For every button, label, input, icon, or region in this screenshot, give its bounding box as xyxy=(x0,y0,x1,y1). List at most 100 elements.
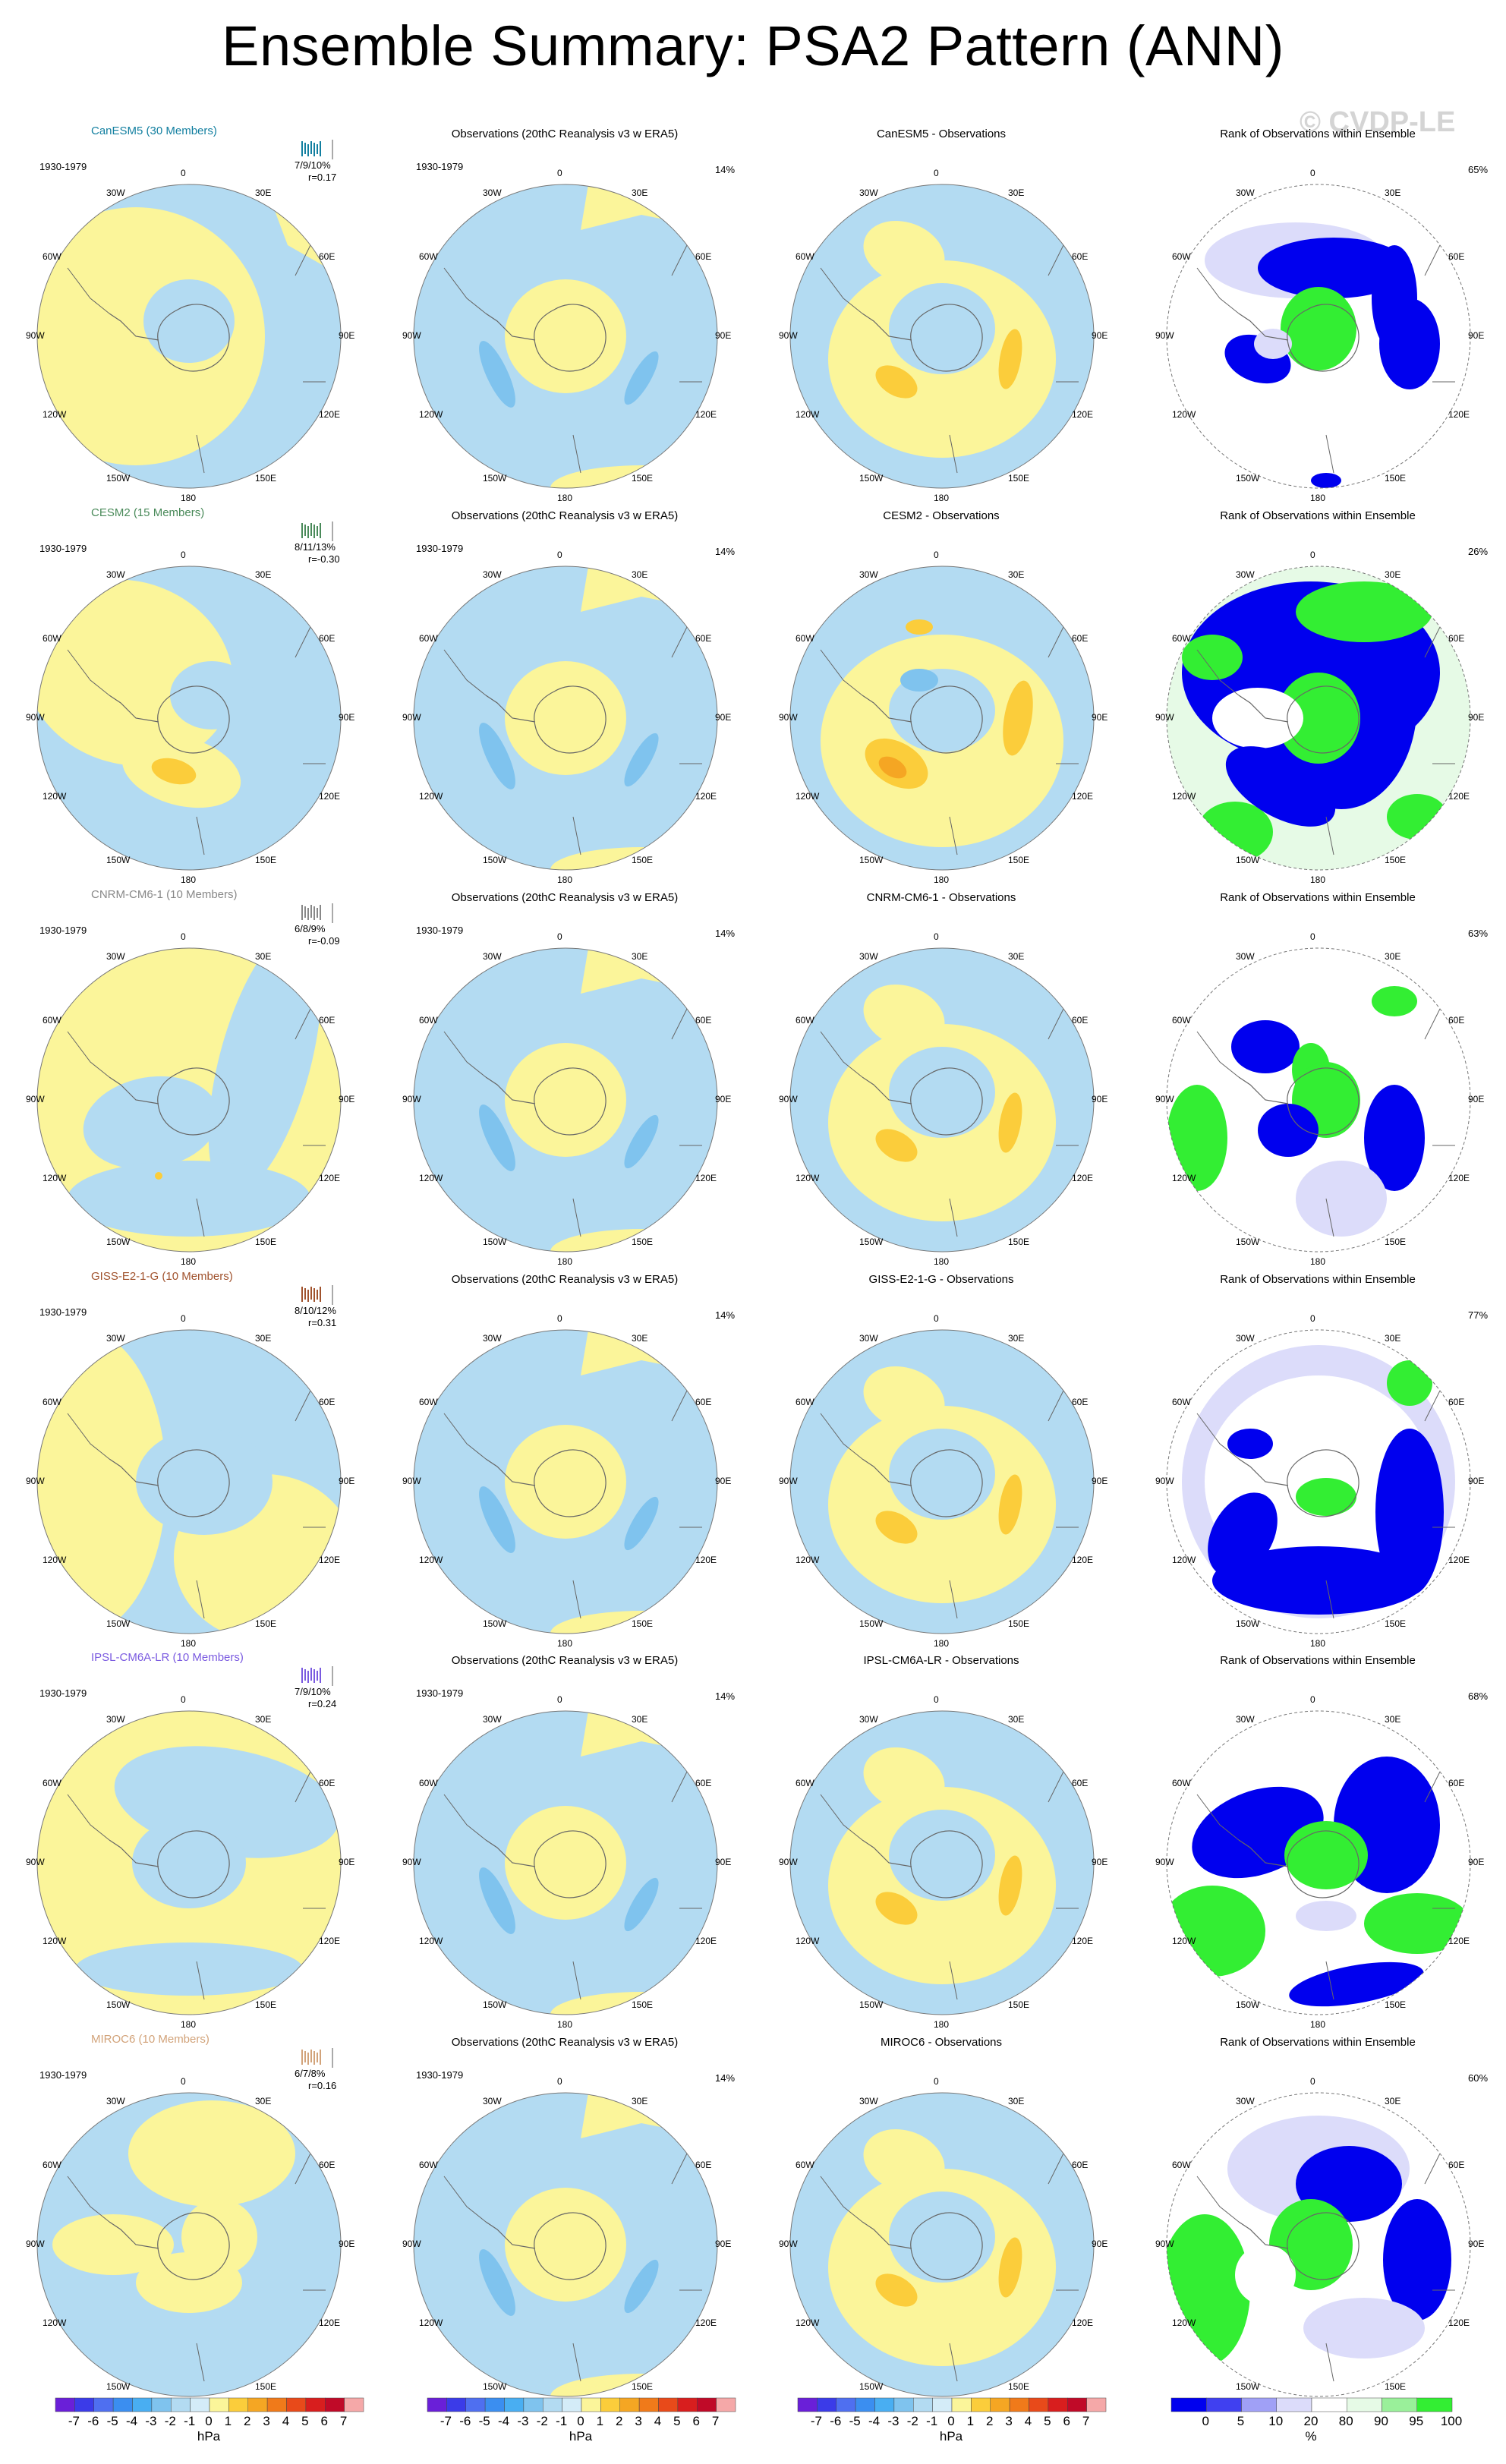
longitude-label: 90W xyxy=(26,1857,45,1867)
longitude-label: 150E xyxy=(255,1999,277,2010)
difference-title: MIROC6 - Observations xyxy=(880,2036,1003,2049)
observations-panel: Observations (20thC Reanalysis v3 w ERA5… xyxy=(376,1252,753,1649)
colorbar-unit: hPa xyxy=(939,2429,963,2444)
positive-center xyxy=(181,2199,257,2275)
longitude-label: 150W xyxy=(859,1618,884,1629)
colorbar-swatch xyxy=(1086,2397,1107,2412)
longitude-label: 60E xyxy=(1448,633,1465,644)
longitude-label: 60E xyxy=(319,251,336,262)
rank-region xyxy=(1235,2245,1296,2305)
longitude-label: 90E xyxy=(715,330,732,341)
positive-core xyxy=(531,306,600,367)
pattern-correlation: r=0.24 xyxy=(308,1698,337,1709)
longitude-label: 60E xyxy=(695,1015,712,1026)
colorbar-swatch xyxy=(893,2397,914,2412)
longitude-label: 30W xyxy=(1236,1333,1255,1344)
period-label: 1930-1979 xyxy=(39,2069,87,2081)
longitude-label: 150W xyxy=(483,1618,507,1629)
longitude-label: 90E xyxy=(715,712,732,723)
colorbar-swatch xyxy=(797,2397,818,2412)
period-label: 1930-1979 xyxy=(416,161,464,172)
longitude-label: 120E xyxy=(1072,1173,1094,1183)
colorbar-tick-label: -2 xyxy=(906,2414,918,2428)
rank-panel: Rank of Observations within Ensemble 65% 0… xyxy=(1130,106,1506,503)
colorbar-swatch xyxy=(446,2397,466,2412)
longitude-label: 30E xyxy=(1008,951,1025,962)
observations-title: Observations (20thC Reanalysis v3 w ERA5… xyxy=(451,509,679,522)
colorbar-tick-label: -7 xyxy=(68,2414,80,2428)
positive-west xyxy=(52,2214,174,2275)
observations-panel: Observations (20thC Reanalysis v3 w ERA5… xyxy=(376,2015,753,2412)
longitude-label: 150E xyxy=(255,2381,277,2392)
coastline xyxy=(862,1830,983,1898)
rank-region xyxy=(1311,473,1341,488)
polar-boundary xyxy=(413,947,718,1252)
longitude-label: 60E xyxy=(1072,251,1089,262)
positive-north xyxy=(863,1366,945,1431)
colorbar-tick-label: -4 xyxy=(497,2414,510,2428)
colorbar-swatch xyxy=(1241,2397,1277,2412)
rank-map xyxy=(1166,1329,1471,1634)
longitude-label: 30W xyxy=(483,569,502,580)
rank-region xyxy=(1212,688,1303,748)
longitude-label: 0 xyxy=(557,2076,562,2087)
longitude-label: 60E xyxy=(319,2160,336,2170)
longitude-label: 120W xyxy=(1172,1555,1196,1565)
colorbar-swatch xyxy=(543,2397,562,2412)
rank-panel: Rank of Observations within Ensemble 77% 0… xyxy=(1130,1252,1506,1649)
rank-percent: 77% xyxy=(1468,1309,1489,1321)
longitude-label: 120W xyxy=(419,791,443,802)
longitude-label: 60E xyxy=(695,1778,712,1788)
colorbar-tick-label: 4 xyxy=(654,2414,662,2428)
colorbar-swatch xyxy=(1170,2397,1207,2412)
longitude-label: 150W xyxy=(859,473,884,484)
period-label: 1930-1979 xyxy=(416,1687,464,1699)
rank-map xyxy=(1166,2092,1471,2397)
positive-north xyxy=(863,220,945,285)
colorbar-swatch xyxy=(465,2397,486,2412)
continent-outline xyxy=(67,626,326,855)
longitude-label: 0 xyxy=(1310,1313,1315,1324)
observations-title: Observations (20thC Reanalysis v3 w ERA5… xyxy=(451,1654,679,1667)
negative-center xyxy=(132,1817,246,1908)
colorbar-swatch xyxy=(1416,2397,1453,2412)
coastline xyxy=(862,2212,983,2280)
model-title: GISS-E2-1-G (10 Members) xyxy=(91,1270,233,1283)
colorbar-unit: hPa xyxy=(197,2429,221,2444)
colorbar-swatch xyxy=(190,2397,210,2412)
difference-title: GISS-E2-1-G - Observations xyxy=(868,1273,1014,1286)
colorbar-swatch xyxy=(286,2397,307,2412)
variance-explained: 14% xyxy=(715,2072,736,2084)
longitude-label: 30E xyxy=(255,1333,272,1344)
coastline xyxy=(485,304,606,372)
longitude-label: 150E xyxy=(632,2381,654,2392)
colorbar-tick-label: 10 xyxy=(1268,2414,1284,2428)
longitude-label: 0 xyxy=(557,1694,562,1705)
polar-boundary xyxy=(789,2092,1095,2397)
positive-north xyxy=(863,1747,945,1812)
longitude-label: 0 xyxy=(934,168,939,178)
negative-center xyxy=(889,1429,995,1520)
longitude-label: 150W xyxy=(483,473,507,484)
longitude-label: 60E xyxy=(695,2160,712,2170)
positive-peak xyxy=(878,756,907,779)
colorbar-swatch xyxy=(504,2397,525,2412)
longitude-label: 90W xyxy=(1155,1857,1174,1867)
negative-center xyxy=(889,2191,995,2283)
rank-title: Rank of Observations within Ensemble xyxy=(1220,1654,1416,1667)
longitude-label: 60W xyxy=(43,251,61,262)
longitude-label: 150E xyxy=(1008,2381,1030,2392)
longitude-label: 120E xyxy=(695,409,717,420)
longitude-label: 180 xyxy=(181,1256,197,1267)
longitude-label: 120E xyxy=(1448,1173,1470,1183)
variance-explained: 14% xyxy=(715,928,736,939)
rank-region xyxy=(1296,581,1432,642)
longitude-label: 60E xyxy=(695,1397,712,1407)
longitude-label: 90W xyxy=(402,330,421,341)
rank-colorbar xyxy=(1170,2397,1453,2412)
longitude-label: 150W xyxy=(1236,2381,1260,2392)
model-pattern-map xyxy=(36,1329,342,1634)
colorbar-tick-label: -3 xyxy=(145,2414,157,2428)
longitude-label: 30W xyxy=(1236,2096,1255,2106)
variance-explained: 14% xyxy=(715,1309,736,1321)
